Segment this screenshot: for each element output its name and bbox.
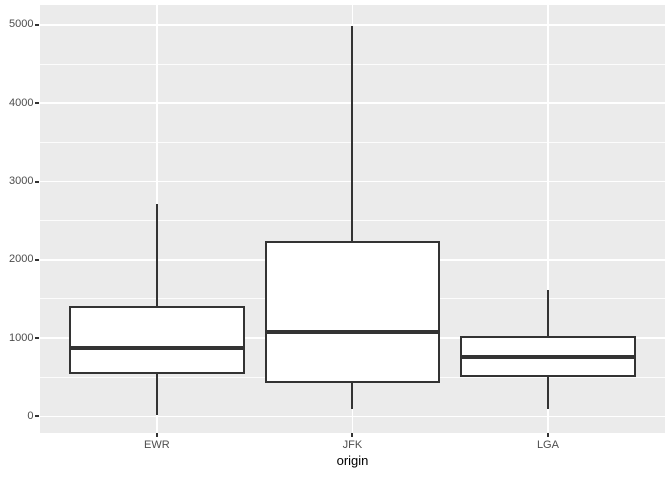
- y-axis-tick: [35, 102, 40, 105]
- x-axis-tick: [155, 433, 158, 438]
- whisker-upper-JFK: [351, 26, 354, 241]
- y-tick-label-1000: 1000: [9, 331, 34, 344]
- y-axis-tick: [35, 337, 40, 340]
- y-tick-label-3000: 3000: [9, 175, 34, 187]
- median-EWR: [68, 346, 245, 351]
- box-EWR: [68, 305, 245, 375]
- whisker-lower-JFK: [351, 383, 354, 410]
- y-tick-label-4000: 4000: [9, 96, 34, 109]
- median-LGA: [460, 354, 636, 359]
- y-tick-label-2000: 2000: [9, 253, 34, 266]
- x-tick-label-EWR: EWR: [143, 439, 170, 451]
- whisker-upper-EWR: [155, 204, 158, 306]
- y-axis-tick: [35, 415, 40, 418]
- y-axis-tick: [35, 23, 40, 26]
- x-axis-title: origin: [336, 453, 369, 468]
- whisker-upper-LGA: [546, 289, 549, 336]
- plot-panel: [39, 4, 666, 434]
- x-axis-tick: [546, 433, 549, 438]
- whisker-lower-LGA: [546, 377, 549, 409]
- box-JFK: [264, 240, 441, 384]
- y-axis-tick: [35, 258, 40, 261]
- y-tick-label-5000: 5000: [9, 18, 34, 31]
- whisker-lower-EWR: [155, 374, 158, 416]
- x-tick-label-JFK: JFK: [342, 439, 363, 451]
- x-tick-label-LGA: LGA: [536, 439, 559, 451]
- gridline-major-x: [547, 4, 549, 434]
- median-JFK: [264, 330, 441, 335]
- y-axis-tick: [35, 180, 40, 183]
- y-tick-label-0: 0: [27, 409, 34, 422]
- x-axis-tick: [351, 433, 354, 438]
